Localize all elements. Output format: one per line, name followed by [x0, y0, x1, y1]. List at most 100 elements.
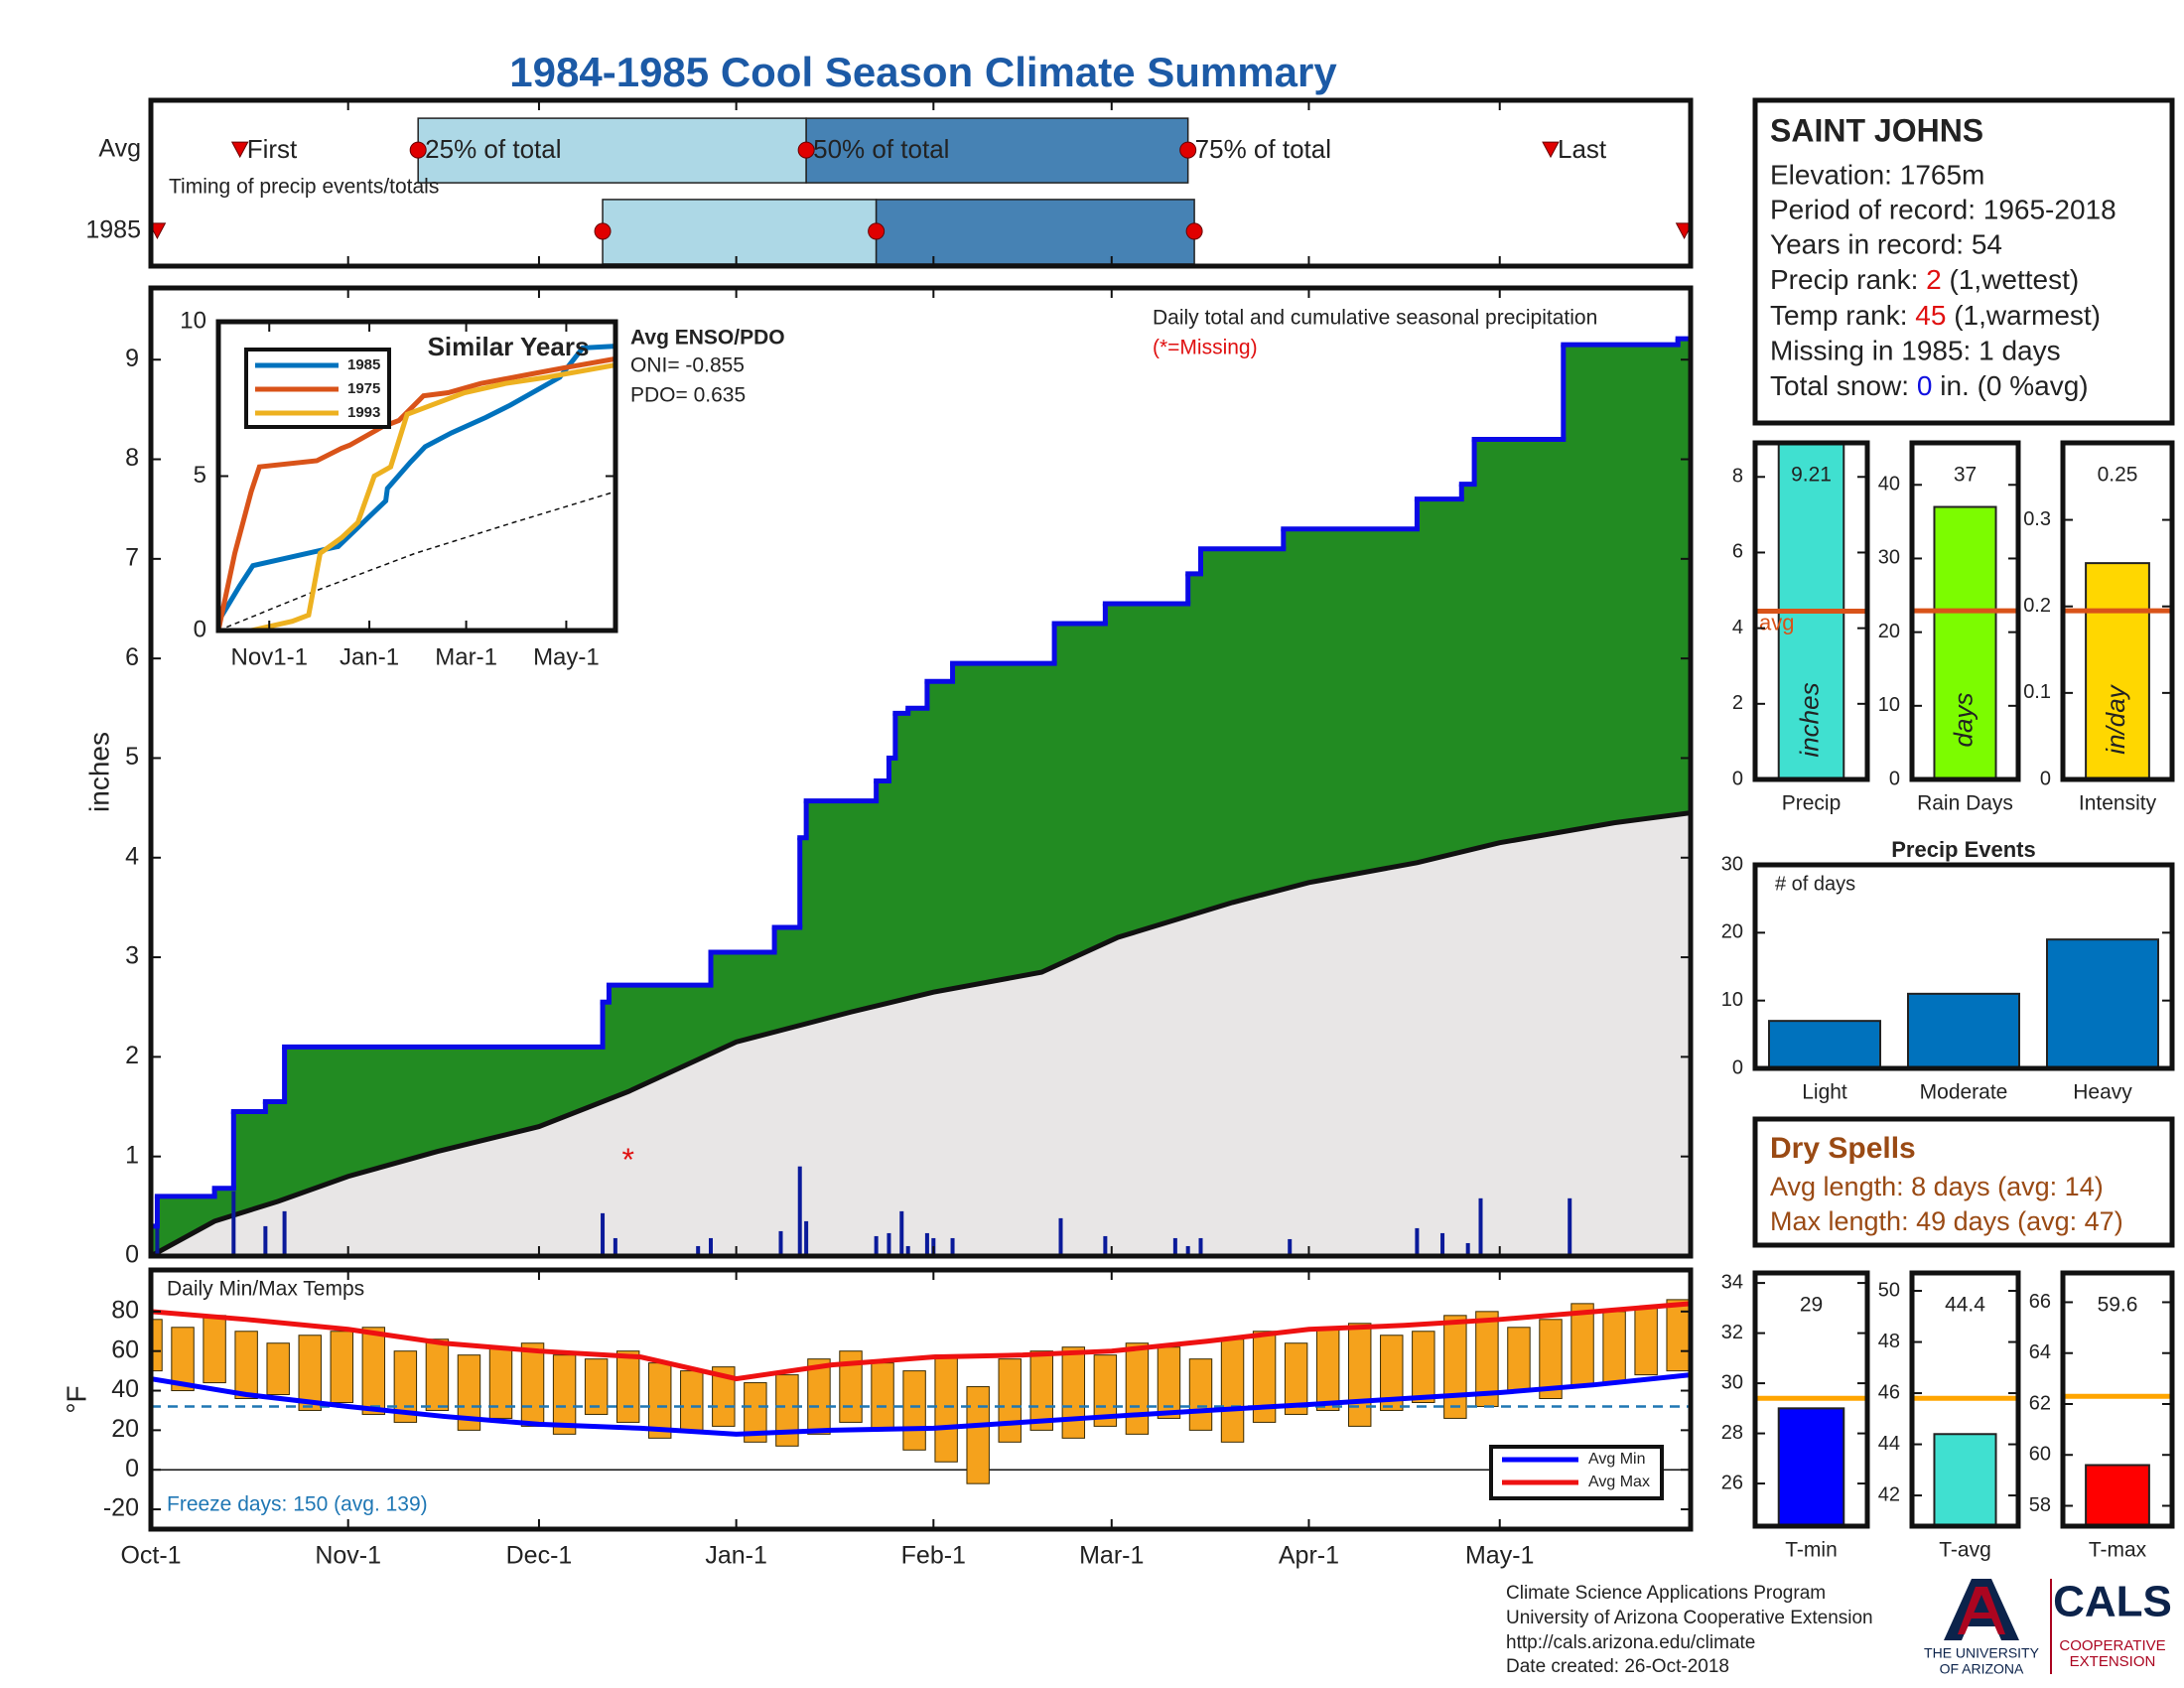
- x-tick-label: T-avg: [1939, 1539, 1991, 1562]
- panel-frame: [1752, 1270, 1870, 1529]
- bar: [1768, 1020, 1881, 1068]
- daily-bar: [231, 1191, 236, 1256]
- y-tick-label: 0: [1889, 768, 1900, 789]
- x-tick-label: Rain Days: [1917, 792, 2013, 815]
- x-tick-label: Oct-1: [120, 1542, 181, 1570]
- y-tick-label: 8: [125, 444, 139, 472]
- event-marker: [230, 141, 249, 159]
- daily-bar: [1478, 1197, 1483, 1256]
- row-label: Avg: [98, 135, 141, 163]
- x-tick-label: Nov1-1: [231, 643, 308, 670]
- panel-title: Precip Events: [1891, 837, 2036, 862]
- info-line: Period of record: 1965-2018: [1770, 194, 2116, 224]
- temp-bar: [775, 1374, 799, 1447]
- info-value: 2: [1926, 264, 1942, 295]
- temp-bar: [615, 1350, 640, 1423]
- daily-bar: [1465, 1242, 1470, 1256]
- y-tick-label: 66: [2029, 1291, 2051, 1313]
- logo-text: OF ARIZONA: [1940, 1661, 2024, 1677]
- temp-bar: [902, 1370, 926, 1451]
- y-tick-label: 32: [1721, 1322, 1743, 1343]
- y-tick-label: -20: [103, 1494, 139, 1522]
- temp-bar: [1602, 1311, 1626, 1384]
- y-axis-label: inches: [83, 732, 114, 812]
- total-marker: [868, 222, 886, 240]
- x-tick-label: Heavy: [2073, 1081, 2132, 1104]
- y-tick-label: 34: [1721, 1271, 1743, 1293]
- x-tick-label: Jan-1: [705, 1542, 767, 1570]
- daily-bar: [797, 1166, 802, 1256]
- y-tick-label: 48: [1878, 1331, 1900, 1352]
- value-label: 44.4: [1945, 1294, 1985, 1317]
- y-axis-label: °F: [61, 1385, 91, 1413]
- dry-spells-line: Max length: 49 days (avg: 47): [1770, 1206, 2123, 1236]
- bar-label: in/day: [2101, 683, 2130, 754]
- marker-label: Last: [1558, 134, 1607, 164]
- total-marker: [409, 141, 427, 159]
- daily-bar: [804, 1220, 809, 1256]
- daily-bar: [950, 1237, 955, 1256]
- x-tick-label: May-1: [533, 643, 600, 670]
- bar: [2085, 1464, 2150, 1526]
- daily-bar: [874, 1235, 879, 1256]
- y-tick-label: 0.2: [2023, 595, 2051, 617]
- temp-bar: [1125, 1342, 1150, 1435]
- panel-frame: [148, 97, 1694, 269]
- daily-bar: [155, 1210, 160, 1256]
- dry-spells-title: Dry Spells: [1770, 1132, 1916, 1165]
- temp-bar: [425, 1338, 450, 1411]
- daily-bar: [601, 1212, 606, 1256]
- daily-bar: [613, 1237, 617, 1256]
- bar: [2046, 938, 2159, 1068]
- info-value: 0: [1917, 370, 1933, 401]
- y-tick-label: 6: [125, 643, 139, 671]
- y-tick-label: 3: [125, 942, 139, 970]
- info-text: (1,wettest): [1942, 264, 2079, 295]
- logo-a-inner: [1958, 1587, 2005, 1634]
- temp-bar: [171, 1327, 195, 1392]
- temp-bar: [1539, 1319, 1563, 1400]
- info-text: Precip rank:: [1770, 264, 1926, 295]
- temp-bar: [744, 1382, 767, 1443]
- y-tick-label: 2: [125, 1042, 139, 1069]
- temp-bar: [330, 1331, 353, 1403]
- bar: [1777, 1407, 1845, 1526]
- info-text: Total snow:: [1770, 370, 1917, 401]
- panel-frame: [1752, 862, 2175, 1071]
- y-tick-label: 0.3: [2023, 508, 2051, 530]
- y-tick-label: 10: [1721, 989, 1743, 1011]
- x-tick-label: Dec-1: [506, 1542, 573, 1570]
- y-tick-label: 30: [1721, 853, 1743, 875]
- bar-label: days: [1948, 693, 1978, 748]
- logo-text: EXTENSION: [2070, 1653, 2156, 1670]
- y-tick-label: 20: [1878, 621, 1900, 642]
- total-marker: [1179, 141, 1197, 159]
- daily-bar: [1103, 1235, 1108, 1256]
- x-tick-label: Intensity: [2079, 792, 2157, 815]
- y-tick-label: 42: [1878, 1483, 1900, 1505]
- temp-bar: [520, 1342, 545, 1427]
- legend-label: 1993: [347, 404, 380, 421]
- temp-bar: [1188, 1358, 1213, 1431]
- info-line: Years in record: 54: [1770, 228, 2002, 259]
- info-box: [1752, 97, 2175, 426]
- y-tick-label: 5: [125, 743, 139, 771]
- temp-bar: [1412, 1331, 1435, 1403]
- bar: [1933, 1433, 1997, 1526]
- enso-title: Avg ENSO/PDO: [630, 327, 785, 350]
- panel-frame: [1909, 440, 2021, 782]
- panel-frame: [2060, 1270, 2175, 1529]
- x-tick-label: Mar-1: [1079, 1542, 1144, 1570]
- logo-cals: CALS: [2053, 1578, 2172, 1626]
- daily-bar: [1198, 1237, 1203, 1256]
- y-tick-label: 44: [1878, 1433, 1900, 1455]
- legend-box: [1489, 1445, 1664, 1500]
- marker-label: 25% of total: [425, 134, 561, 164]
- missing-marker: *: [621, 1142, 633, 1178]
- logo-text: COOPERATIVE: [2059, 1637, 2165, 1654]
- legend-label: Avg Min: [1588, 1451, 1646, 1468]
- temp-bar: [584, 1358, 609, 1415]
- temp-bar: [457, 1354, 481, 1431]
- panel-frame: [1909, 1270, 2021, 1529]
- y-tick-label: 26: [1721, 1472, 1743, 1493]
